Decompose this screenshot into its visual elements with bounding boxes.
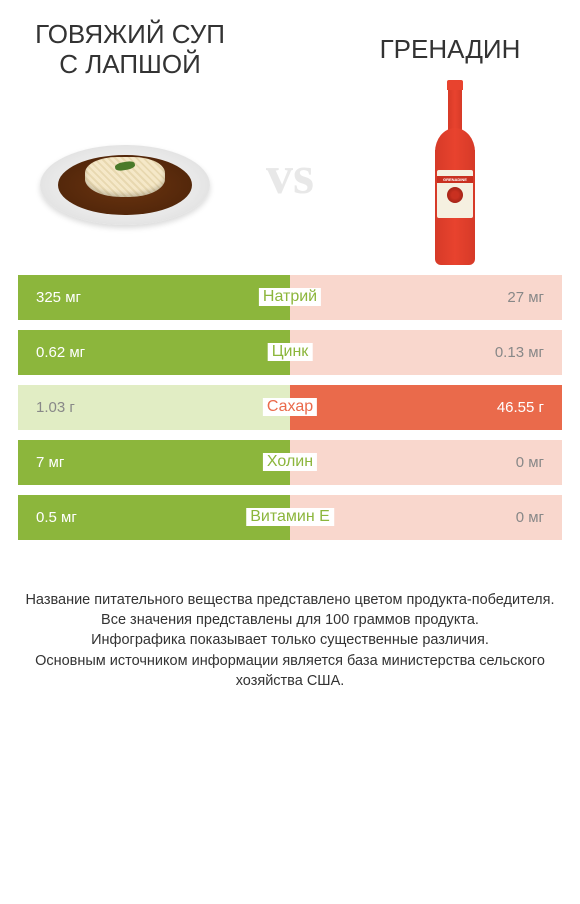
nutrient-label: Сахар xyxy=(263,398,317,416)
left-value-cell: 7 мг xyxy=(18,440,290,485)
left-value-cell: 0.62 мг xyxy=(18,330,290,375)
product-images-row: vs GRENADINE xyxy=(0,90,580,275)
table-row: 325 мг27 мгНатрий xyxy=(18,275,562,320)
comparison-table: 325 мг27 мгНатрий 0.62 мг0.13 мгЦинк 1.03 … xyxy=(0,275,580,540)
right-product-image: GRENADINE xyxy=(360,100,550,250)
right-value-cell: 0 мг xyxy=(290,440,562,485)
grenadine-bottle-icon: GRENADINE xyxy=(425,80,485,270)
table-row: 0.5 мг0 мгВитамин E xyxy=(18,495,562,540)
left-value-cell: 1.03 г xyxy=(18,385,290,430)
footer-notes: Название питательного вещества представл… xyxy=(0,550,580,691)
right-product-title: ГРЕНАДИН xyxy=(350,35,550,65)
right-value-cell: 46.55 г xyxy=(290,385,562,430)
nutrient-label: Натрий xyxy=(259,288,321,306)
nutrient-label: Витамин E xyxy=(246,508,334,526)
nutrient-label: Цинк xyxy=(268,343,313,361)
left-value-cell: 325 мг xyxy=(18,275,290,320)
footer-line: Основным источником информации является … xyxy=(24,651,556,692)
left-product-image xyxy=(30,100,220,250)
footer-line: Инфографика показывает только существенн… xyxy=(24,630,556,650)
header: ГОВЯЖИЙ СУП С ЛАПШОЙ ГРЕНАДИН xyxy=(0,0,580,90)
left-product-title: ГОВЯЖИЙ СУП С ЛАПШОЙ xyxy=(30,20,230,80)
table-row: 1.03 г46.55 гСахар xyxy=(18,385,562,430)
footer-line: Все значения представлены для 100 граммо… xyxy=(24,610,556,630)
soup-bowl-icon xyxy=(40,125,210,225)
table-row: 7 мг0 мгХолин xyxy=(18,440,562,485)
table-row: 0.62 мг0.13 мгЦинк xyxy=(18,330,562,375)
nutrient-label: Холин xyxy=(263,453,317,471)
vs-label: vs xyxy=(266,144,314,206)
right-value-cell: 0.13 мг xyxy=(290,330,562,375)
footer-line: Название питательного вещества представл… xyxy=(24,590,556,610)
right-value-cell: 27 мг xyxy=(290,275,562,320)
